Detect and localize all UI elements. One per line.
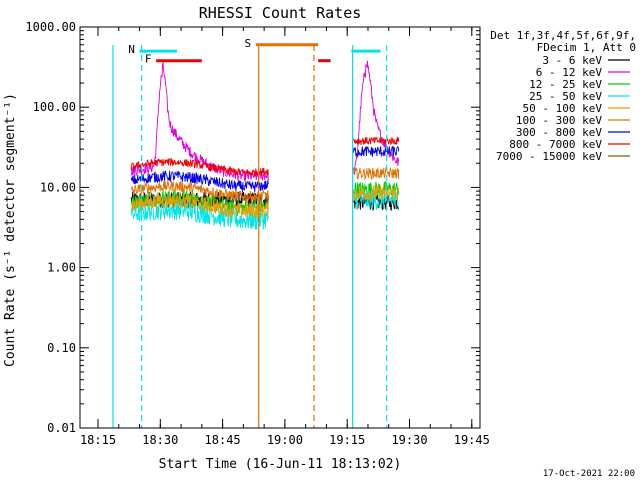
series-line-window2 [352,144,400,158]
y-tick-label: 10.00 [40,180,76,194]
y-tick-label: 0.01 [47,421,76,435]
legend-entry-label: 25 - 50 keV [529,90,602,103]
interval-label: F [145,53,152,66]
legend-entry-label: 800 - 7000 keV [509,138,602,151]
series-line-window1 [130,170,269,193]
series-line-window2 [352,184,400,201]
series-curves [130,60,400,231]
x-tick-label: 19:45 [454,433,490,447]
legend-entry-label: 3 - 6 keV [542,54,602,67]
legend-entry-label: 7000 - 15000 keV [496,150,602,163]
interval-label: N [128,43,135,56]
y-axis-label: Count Rate (s⁻¹ detector segment⁻¹) [3,93,18,367]
legend: Det 1f,3f,4f,5f,6f,9f,FDecim 1, Att 03 -… [490,29,636,163]
legend-header: Det 1f,3f,4f,5f,6f,9f, [490,29,636,42]
series-line-window1 [130,199,269,231]
plot-frame [79,26,481,429]
legend-header: FDecim 1, Att 0 [537,41,636,54]
y-tick-label: 0.10 [47,341,76,355]
y-tick-label: 1.00 [47,261,76,275]
x-tick-label: 19:15 [329,433,365,447]
footer-date: 17-Oct-2021 22:00 [543,469,635,479]
legend-entry-label: 6 - 12 keV [536,66,603,79]
y-axis: 1000.00 100.00 10.00 1.00 0.10 0.01 [25,20,480,435]
series-line-window1 [130,157,269,178]
series-line-window1 [130,180,269,204]
series-line-window2 [352,60,400,175]
legend-entry-label: 12 - 25 keV [529,78,602,91]
series-line-window2 [352,189,400,211]
series-line-window2 [352,166,400,181]
y-tick-label: 100.00 [33,100,76,114]
x-tick-label: 18:45 [205,433,241,447]
series-line-window2 [353,136,400,146]
legend-entry-label: 100 - 300 keV [516,114,602,127]
time-interval-overlays: NF S [112,37,388,428]
y-tick-label: 1000.00 [25,20,76,34]
series-line-window1 [130,193,269,219]
x-axis-label: Start Time (16-Jun-11 18:13:02) [159,457,402,472]
x-axis: 18:15 18:30 18:45 19:00 19:15 19:30 19:45 [80,27,490,447]
interval-label: S [245,37,252,50]
legend-entry-label: 300 - 800 keV [516,126,602,139]
x-tick-label: 18:15 [80,433,116,447]
x-tick-label: 19:00 [267,433,303,447]
x-tick-label: 18:30 [142,433,178,447]
chart-title: RHESSI Count Rates [199,4,362,22]
legend-entry-label: 50 - 100 keV [523,102,603,115]
x-tick-label: 19:30 [391,433,427,447]
